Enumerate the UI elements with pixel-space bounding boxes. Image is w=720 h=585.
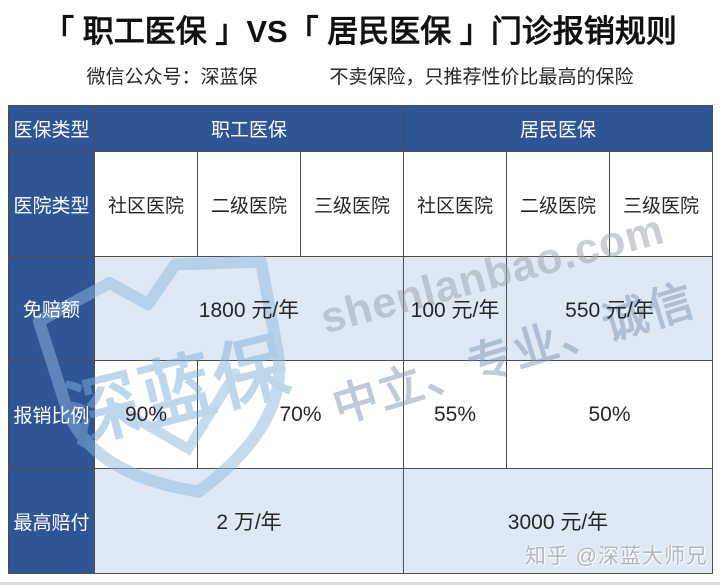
bottom-edge-strip [0, 582, 720, 585]
wechat-account-label: 微信公众号：深蓝保 [86, 67, 258, 88]
hospital-header-cell: 二级医院 [197, 151, 301, 257]
hospital-header-cell: 二级医院 [506, 151, 610, 257]
brand-slogan: 不卖保险，只推荐性价比最高的保险 [329, 67, 634, 88]
max-payout-resident-cell: 3000 元/年 [403, 468, 713, 574]
ratio-resident-level23-cell: 50% [506, 360, 713, 469]
deductible-employee-cell: 1800 元/年 [94, 256, 404, 361]
row-label-ratio: 报销比例 [8, 360, 95, 469]
ratio-employee-community-cell: 90% [94, 360, 198, 469]
row-label-max-payout: 最高赔付 [8, 468, 95, 574]
ratio-resident-community-cell: 55% [403, 360, 507, 469]
comparison-table: 医保类型 职工医保 居民医保 医院类型 社区医院 二级医院 三级医院 社区医院 … [8, 105, 713, 574]
ratio-employee-level23-cell: 70% [197, 360, 404, 469]
deductible-resident-community-cell: 100 元/年 [403, 256, 507, 361]
hospital-header-cell: 三级医院 [300, 151, 404, 257]
deductible-resident-level23-cell: 550 元/年 [506, 256, 713, 361]
hospital-header-cell: 社区医院 [94, 151, 198, 257]
group-header-resident: 居民医保 [403, 105, 713, 152]
max-payout-employee-cell: 2 万/年 [94, 468, 404, 574]
corner-cell-insurance-type: 医保类型 [8, 105, 95, 152]
comparison-table-wrap: 医保类型 职工医保 居民医保 医院类型 社区医院 二级医院 三级医院 社区医院 … [8, 105, 713, 574]
subtitle-row: 微信公众号：深蓝保 不卖保险，只推荐性价比最高的保险 [0, 62, 720, 89]
corner-cell-hospital-type: 医院类型 [8, 151, 95, 257]
hospital-header-cell: 社区医院 [403, 151, 507, 257]
row-label-deductible: 免赔额 [8, 256, 95, 361]
group-header-employee: 职工医保 [94, 105, 404, 152]
page-title: 「 职工医保 」VS「 居民医保 」门诊报销规则 [43, 14, 677, 49]
hospital-header-cell: 三级医院 [609, 151, 713, 257]
